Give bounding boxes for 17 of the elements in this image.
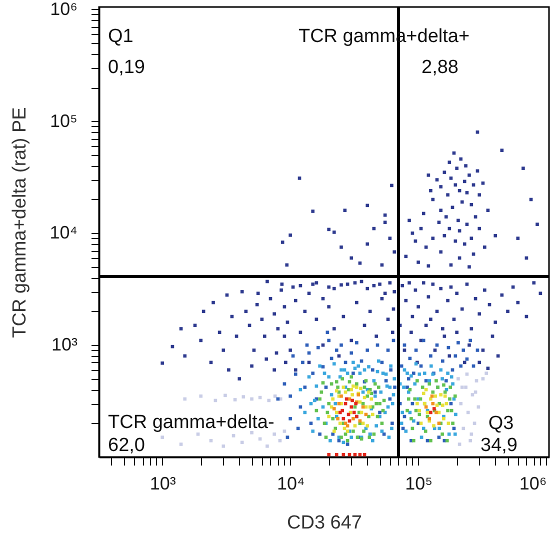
y-tick-label: 10⁴ — [50, 222, 78, 243]
annotation: TCR gamma+delta- — [108, 412, 274, 433]
x-tick-label: 10⁵ — [405, 474, 433, 494]
x-tick-label: 10³ — [150, 474, 176, 494]
y-tick-label: 10⁵ — [50, 110, 78, 131]
y-axis-title: TCR gamma+delta (rat) PE — [10, 107, 31, 338]
y-tick-label: 10⁶ — [50, 0, 78, 19]
annotation: 0,19 — [108, 57, 145, 78]
annotation: Q3 — [488, 413, 514, 434]
annotation: Q1 — [108, 26, 134, 47]
annotation: 2,88 — [422, 57, 458, 78]
annotation: 34,9 — [480, 435, 518, 456]
x-tick-label: 10⁴ — [276, 474, 305, 494]
y-tick-label: 10³ — [51, 334, 78, 355]
x-axis-title: CD3 647 — [287, 512, 362, 534]
x-tick-label: 10⁶ — [519, 474, 547, 494]
annotation: 62,0 — [108, 435, 145, 456]
